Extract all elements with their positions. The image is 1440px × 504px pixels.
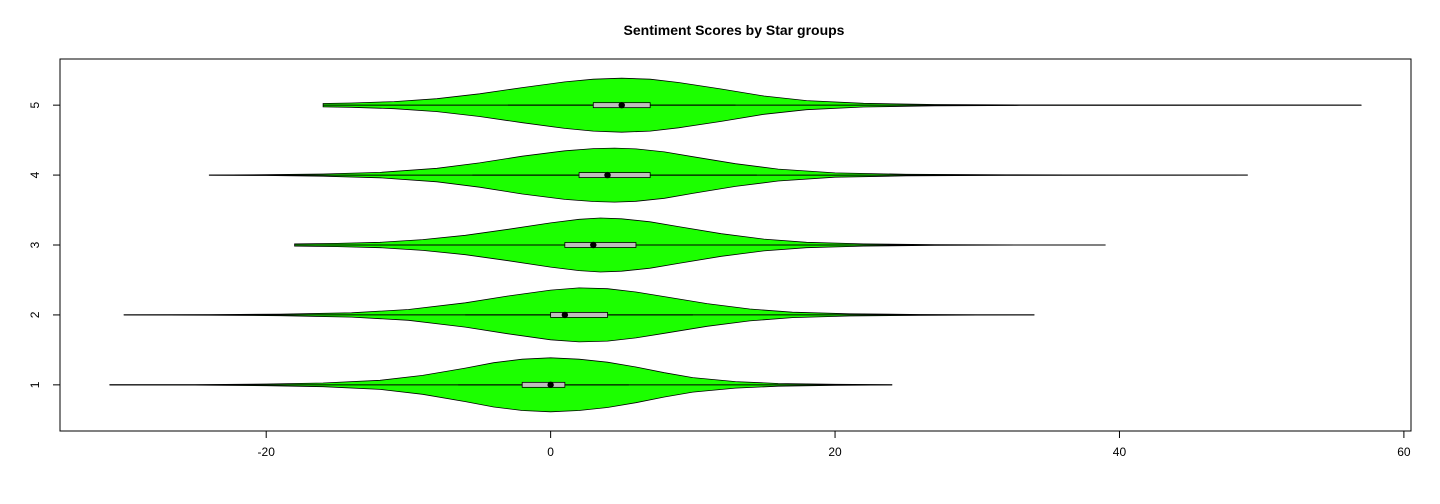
median-point-3 — [590, 241, 597, 249]
violins-layer — [109, 77, 1362, 413]
median-point-4 — [604, 171, 611, 179]
x-axis: -20 0 20 40 60 — [258, 430, 1411, 459]
y-tick-label: 5 — [28, 101, 42, 108]
iqr-box-3 — [564, 242, 637, 248]
iqr-box-2 — [550, 312, 608, 318]
iqr-box-1 — [521, 381, 566, 388]
y-tick-label: 1 — [28, 381, 42, 388]
median-point-1 — [547, 381, 554, 389]
y-tick-label: 3 — [28, 241, 42, 248]
x-tick-label: 40 — [1113, 445, 1127, 459]
median-point-2 — [561, 311, 569, 319]
y-tick-label: 2 — [28, 311, 42, 318]
y-tick-label: 4 — [28, 171, 42, 178]
chart-title: Sentiment Scores by Star groups — [624, 22, 845, 38]
iqr-box-4 — [578, 172, 651, 178]
x-tick-label: 0 — [547, 445, 554, 459]
x-tick-label: 60 — [1397, 445, 1411, 459]
x-tick-label: 20 — [828, 445, 842, 459]
x-tick-label: -20 — [258, 445, 276, 459]
y-axis: 1 2 3 4 5 — [28, 101, 61, 388]
median-point-5 — [618, 101, 625, 109]
